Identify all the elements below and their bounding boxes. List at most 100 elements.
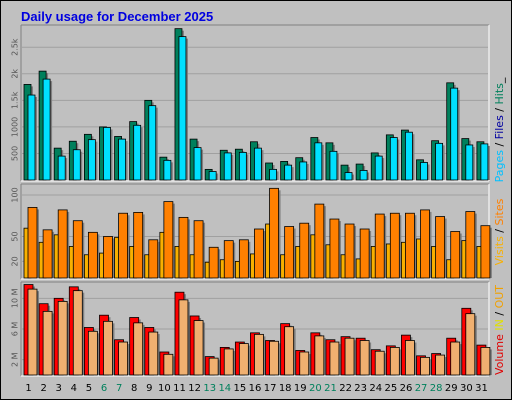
day-label: 2 <box>40 383 46 394</box>
sites-bar <box>27 207 38 279</box>
sites-bar <box>118 212 128 279</box>
volume-out-bar <box>57 300 68 376</box>
legend-volume-in-out-part: Volume <box>493 334 506 375</box>
legend-volume-in-out-part: IN <box>493 316 506 334</box>
sites-bar <box>72 220 83 279</box>
files-bar <box>420 162 428 181</box>
day-label: 21 <box>324 383 337 394</box>
y-tick-label: 500 <box>11 146 20 161</box>
sites-bar <box>133 212 144 279</box>
chart-title: Daily usage for December 2025 <box>21 9 214 24</box>
day-label: 27 <box>415 383 428 394</box>
day-label: 6 <box>101 383 107 394</box>
legend-volume-in-out: Volume IN / OUT <box>493 285 506 375</box>
sites-bar <box>103 236 113 279</box>
sites-bar <box>254 228 264 279</box>
files-bar <box>42 78 51 181</box>
day-label: 29 <box>445 383 458 394</box>
day-label: 28 <box>430 383 443 394</box>
y-tick-label: 1.5k <box>11 91 20 109</box>
day-label: 24 <box>369 383 382 394</box>
files-bar <box>133 124 142 181</box>
sites-bar <box>148 239 159 279</box>
day-label: 31 <box>475 383 488 394</box>
y-tick-label: 2k <box>11 69 20 79</box>
legend-pages-files-hits-part: / <box>493 104 506 115</box>
sites-bar <box>465 211 476 279</box>
volume-out-bar <box>87 330 98 376</box>
day-label: 22 <box>339 383 352 394</box>
day-label: 30 <box>460 383 473 394</box>
files-bar <box>389 137 398 181</box>
volume-out-bar <box>223 348 234 376</box>
files-bar <box>374 155 383 181</box>
volume-out-bar <box>27 288 38 376</box>
files-bar <box>480 143 489 181</box>
volume-out-bar <box>284 326 295 376</box>
volume-out-bar <box>254 333 264 376</box>
legend-pages-files-hits: Pages / Files / Hits_ <box>493 77 506 182</box>
sites-bar <box>87 231 98 279</box>
legend-visits-sites-part: Visits <box>493 236 506 265</box>
volume-out-bar <box>148 331 159 376</box>
volume-out-bar <box>359 340 370 376</box>
files-bar <box>57 155 66 181</box>
files-bar <box>329 150 338 181</box>
files-bar <box>163 159 172 181</box>
sites-bar <box>193 220 204 279</box>
files-bar <box>405 131 413 181</box>
volume-out-bar <box>480 346 491 376</box>
day-label: 17 <box>264 383 277 394</box>
y-tick-label: 1000 <box>11 117 20 137</box>
sites-bar <box>420 209 430 279</box>
files-bar <box>223 152 232 181</box>
volume-out-bar <box>435 354 446 376</box>
files-bar <box>465 144 474 181</box>
day-label: 13 <box>203 383 216 394</box>
volume-out-bar <box>329 341 340 376</box>
legend-pages-files-hits-part: _ <box>493 77 506 84</box>
y-tick-label: 6 M <box>11 322 20 337</box>
volume-out-bar <box>178 299 189 376</box>
y-tick-label: 2 M <box>11 352 20 367</box>
volume-out-bar <box>133 322 144 376</box>
sites-bar <box>299 222 310 279</box>
sites-bar <box>223 240 234 279</box>
sites-bar <box>344 223 355 279</box>
legend-visits-sites: Visits / Sites <box>493 198 506 265</box>
volume-out-bar <box>103 320 113 376</box>
sites-bar <box>405 212 415 279</box>
sites-bar <box>329 218 340 279</box>
y-tick-label: 20 <box>11 256 20 266</box>
legend-volume-in-out-part: / <box>493 312 506 316</box>
volume-out-bar <box>389 346 400 376</box>
volume-out-bar <box>374 350 385 376</box>
volume-out-bar <box>208 357 219 376</box>
day-label: 19 <box>294 383 307 394</box>
day-label: 12 <box>188 383 201 394</box>
sites-bar <box>359 228 370 279</box>
day-label: 15 <box>234 383 247 394</box>
volume-out-bar <box>72 290 83 376</box>
legend-visits-sites-part: Sites <box>493 198 506 225</box>
sites-bar <box>284 226 295 279</box>
legend-pages-files-hits-part: Pages <box>493 150 506 183</box>
volume-out-bar <box>405 340 415 376</box>
sites-bar <box>208 246 219 279</box>
files-bar <box>27 94 36 181</box>
day-label: 3 <box>56 383 62 394</box>
sites-bar <box>42 229 53 279</box>
day-label: 25 <box>385 383 398 394</box>
files-bar <box>435 142 444 181</box>
day-label: 5 <box>86 383 92 394</box>
y-tick-label: 50 <box>11 231 20 241</box>
files-bar <box>450 87 459 181</box>
volume-out-bar <box>465 313 476 376</box>
files-bar <box>87 139 96 181</box>
volume-out-bar <box>163 353 174 376</box>
day-label: 10 <box>158 383 171 394</box>
files-bar <box>254 147 262 181</box>
files-bar <box>208 171 217 181</box>
day-label: 1 <box>25 383 31 394</box>
files-bar <box>299 161 308 181</box>
